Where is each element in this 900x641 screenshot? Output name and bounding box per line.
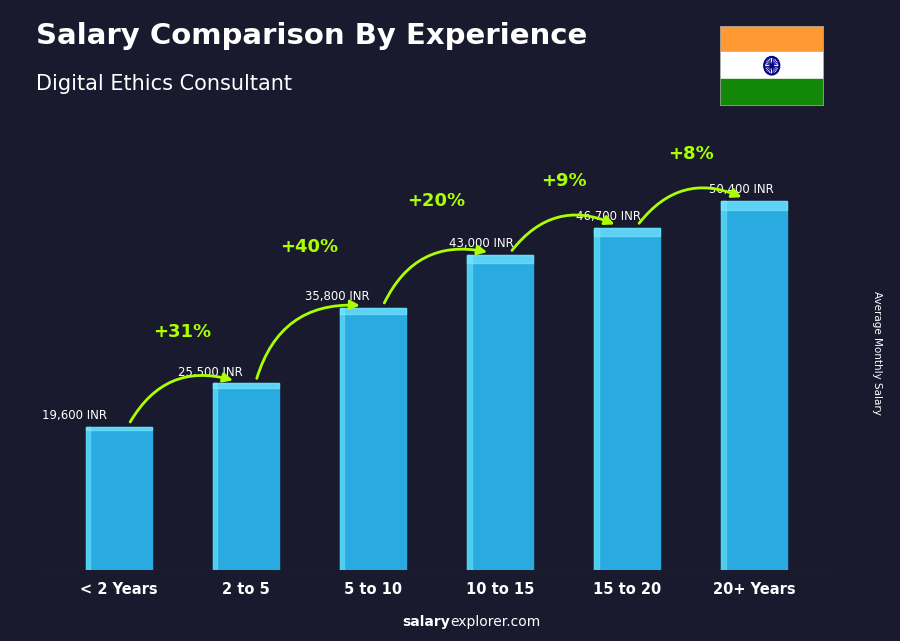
Bar	[721, 201, 726, 570]
Bar	[594, 228, 661, 237]
Bar	[720, 79, 824, 106]
Text: +8%: +8%	[668, 145, 714, 163]
FancyArrowPatch shape	[639, 188, 739, 223]
Bar	[340, 308, 345, 570]
Text: 43,000 INR: 43,000 INR	[448, 237, 513, 251]
Bar	[721, 201, 788, 210]
Bar	[594, 228, 661, 570]
Text: +40%: +40%	[280, 238, 338, 256]
Text: salary: salary	[402, 615, 450, 629]
Text: 50,400 INR: 50,400 INR	[709, 183, 774, 196]
Bar	[594, 228, 598, 570]
Text: 35,800 INR: 35,800 INR	[305, 290, 370, 303]
Text: 25,500 INR: 25,500 INR	[178, 366, 243, 379]
Bar	[467, 255, 533, 570]
Bar	[86, 427, 152, 570]
FancyArrowPatch shape	[384, 246, 484, 303]
FancyArrowPatch shape	[130, 374, 230, 422]
Circle shape	[770, 64, 773, 67]
Bar	[720, 26, 824, 53]
Text: Average Monthly Salary: Average Monthly Salary	[872, 290, 883, 415]
Text: 46,700 INR: 46,700 INR	[576, 210, 641, 223]
Bar	[212, 383, 218, 570]
Bar	[212, 383, 279, 388]
Bar	[340, 308, 406, 314]
Text: 19,600 INR: 19,600 INR	[41, 409, 106, 422]
Text: +9%: +9%	[541, 172, 587, 190]
Bar	[86, 427, 152, 430]
Text: Salary Comparison By Experience: Salary Comparison By Experience	[36, 22, 587, 51]
Bar	[212, 383, 279, 570]
Bar	[340, 308, 406, 570]
Bar	[467, 255, 472, 570]
Text: +20%: +20%	[408, 192, 465, 210]
FancyArrowPatch shape	[256, 301, 357, 378]
Bar	[721, 201, 788, 570]
Text: +31%: +31%	[153, 323, 211, 341]
Bar	[86, 427, 90, 570]
FancyArrowPatch shape	[512, 215, 612, 251]
Text: explorer.com: explorer.com	[450, 615, 540, 629]
Bar	[720, 53, 824, 79]
Bar	[467, 255, 533, 263]
Text: Digital Ethics Consultant: Digital Ethics Consultant	[36, 74, 292, 94]
